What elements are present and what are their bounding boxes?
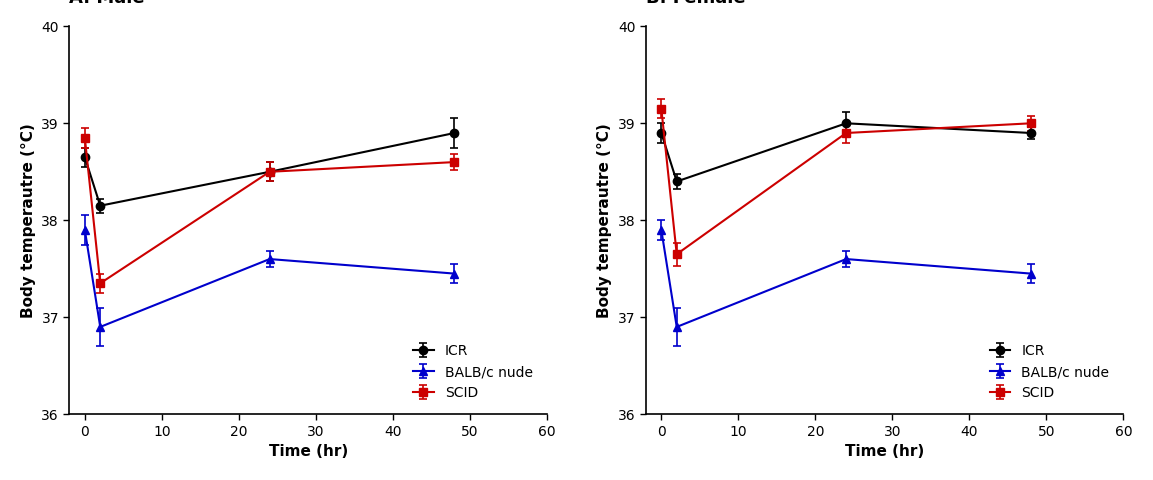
Legend: ICR, BALB/c nude, SCID: ICR, BALB/c nude, SCID: [982, 337, 1116, 407]
Text: A. Male: A. Male: [69, 0, 145, 7]
Legend: ICR, BALB/c nude, SCID: ICR, BALB/c nude, SCID: [406, 337, 540, 407]
Text: B. Female: B. Female: [646, 0, 746, 7]
Y-axis label: Body temperautre (°C): Body temperautre (°C): [597, 123, 612, 318]
X-axis label: Time (hr): Time (hr): [845, 444, 925, 459]
Y-axis label: Body temperautre (°C): Body temperautre (°C): [21, 123, 36, 318]
X-axis label: Time (hr): Time (hr): [269, 444, 348, 459]
